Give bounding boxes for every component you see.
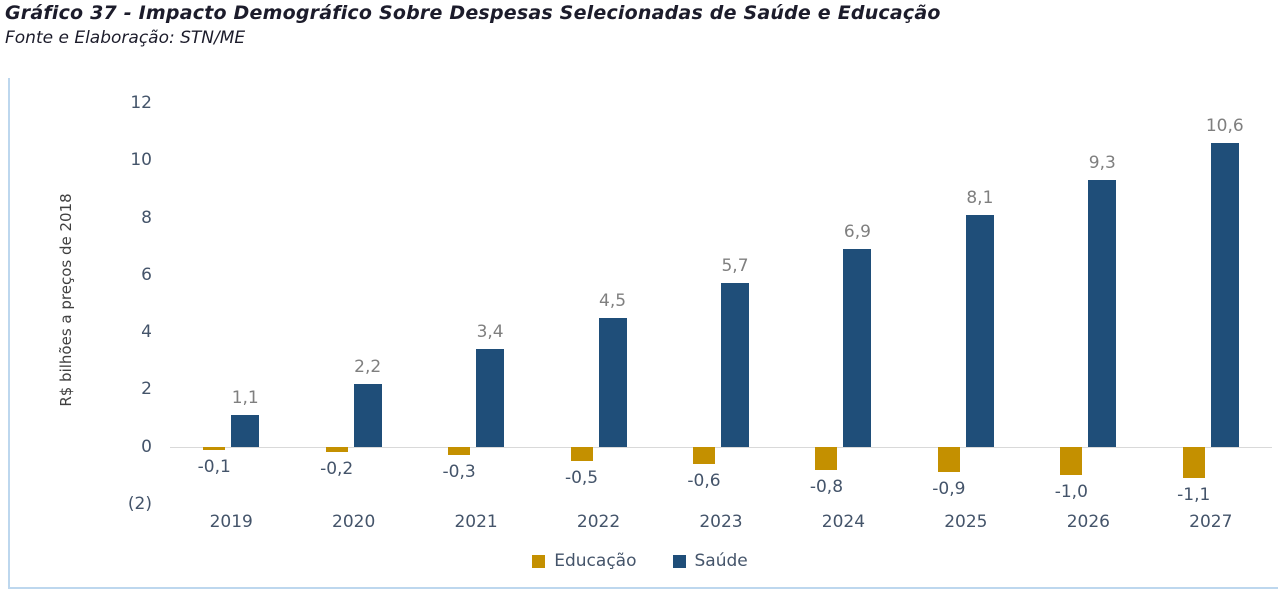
bar-educacao-2026	[1060, 446, 1083, 476]
zero-axis-line	[170, 447, 1272, 448]
legend-swatch-educacao	[532, 554, 546, 568]
y-tick-label: 2	[141, 379, 152, 400]
bar-educacao-2019	[203, 446, 226, 450]
x-tick-label: 2027	[1189, 512, 1233, 532]
data-label: -0,8	[809, 476, 844, 497]
bar-saude-2026	[1088, 180, 1117, 447]
bar-educacao-2024	[815, 446, 838, 470]
bar-saude-2025	[965, 214, 994, 447]
data-label: 3,4	[476, 322, 504, 343]
legend: Educação Saúde	[0, 551, 1280, 571]
x-tick-label: 2020	[332, 512, 376, 532]
x-tick-label: 2023	[699, 512, 743, 532]
bar-saude-2021	[476, 349, 505, 447]
data-label: 1,1	[231, 388, 259, 409]
data-label: 4,5	[599, 290, 627, 311]
data-label: 6,9	[843, 222, 871, 243]
y-axis-title: R$ bilhões a preços de 2018	[57, 193, 75, 407]
data-label: -0,2	[320, 459, 354, 480]
data-label: -0,6	[687, 470, 721, 491]
legend-label-saude: Saúde	[694, 551, 748, 571]
x-tick-label: 2022	[576, 512, 621, 532]
bar-educacao-2027	[1182, 446, 1205, 479]
data-label: 2,2	[354, 356, 382, 377]
data-label: -1,0	[1054, 482, 1088, 503]
bar-saude-2020	[353, 383, 382, 447]
y-tick-label: 12	[130, 93, 152, 113]
legend-label-educacao: Educação	[554, 551, 637, 571]
data-label: -0,5	[564, 468, 599, 489]
data-label: -0,1	[197, 456, 231, 477]
data-label: -0,3	[442, 462, 476, 483]
bar-saude-2027	[1210, 143, 1239, 447]
y-tick-label: 4	[141, 322, 152, 343]
x-tick-label: 2024	[821, 512, 866, 532]
x-tick-label: 2026	[1066, 512, 1110, 532]
y-tick-label: 6	[141, 264, 152, 285]
bar-saude-2019	[231, 415, 260, 447]
data-label: 9,3	[1088, 153, 1116, 174]
legend-swatch-saude	[672, 554, 686, 568]
chart-title: Gráfico 37 - Impacto Demográfico Sobre D…	[5, 2, 941, 24]
y-tick-label: 10	[130, 150, 152, 171]
bar-educacao-2020	[325, 446, 348, 453]
bar-educacao-2023	[693, 446, 715, 464]
x-tick-label: 2025	[944, 512, 988, 532]
bar-saude-2024	[843, 249, 872, 447]
bar-educacao-2021	[448, 446, 471, 456]
data-label: 8,1	[966, 187, 994, 208]
data-label: -0,9	[932, 479, 966, 500]
bar-saude-2023	[721, 283, 749, 447]
y-tick-label: (2)	[127, 494, 152, 514]
x-tick-label: 2019	[209, 512, 253, 532]
bar-saude-2022	[598, 317, 627, 447]
x-tick-label: 2021	[454, 512, 498, 532]
bar-educacao-2025	[937, 446, 960, 473]
data-label: -1,1	[1177, 485, 1211, 506]
y-tick-label: 0	[141, 436, 152, 457]
data-label: 5,7	[721, 256, 749, 277]
y-tick-label: 8	[141, 207, 152, 228]
legend-item-saude: Saúde	[672, 551, 748, 571]
data-label: 10,6	[1205, 116, 1244, 137]
bar-educacao-2022	[570, 446, 593, 462]
chart-frame	[8, 78, 1278, 589]
chart-source: Fonte e Elaboração: STN/ME	[5, 28, 246, 48]
legend-item-educacao: Educação	[532, 551, 637, 571]
